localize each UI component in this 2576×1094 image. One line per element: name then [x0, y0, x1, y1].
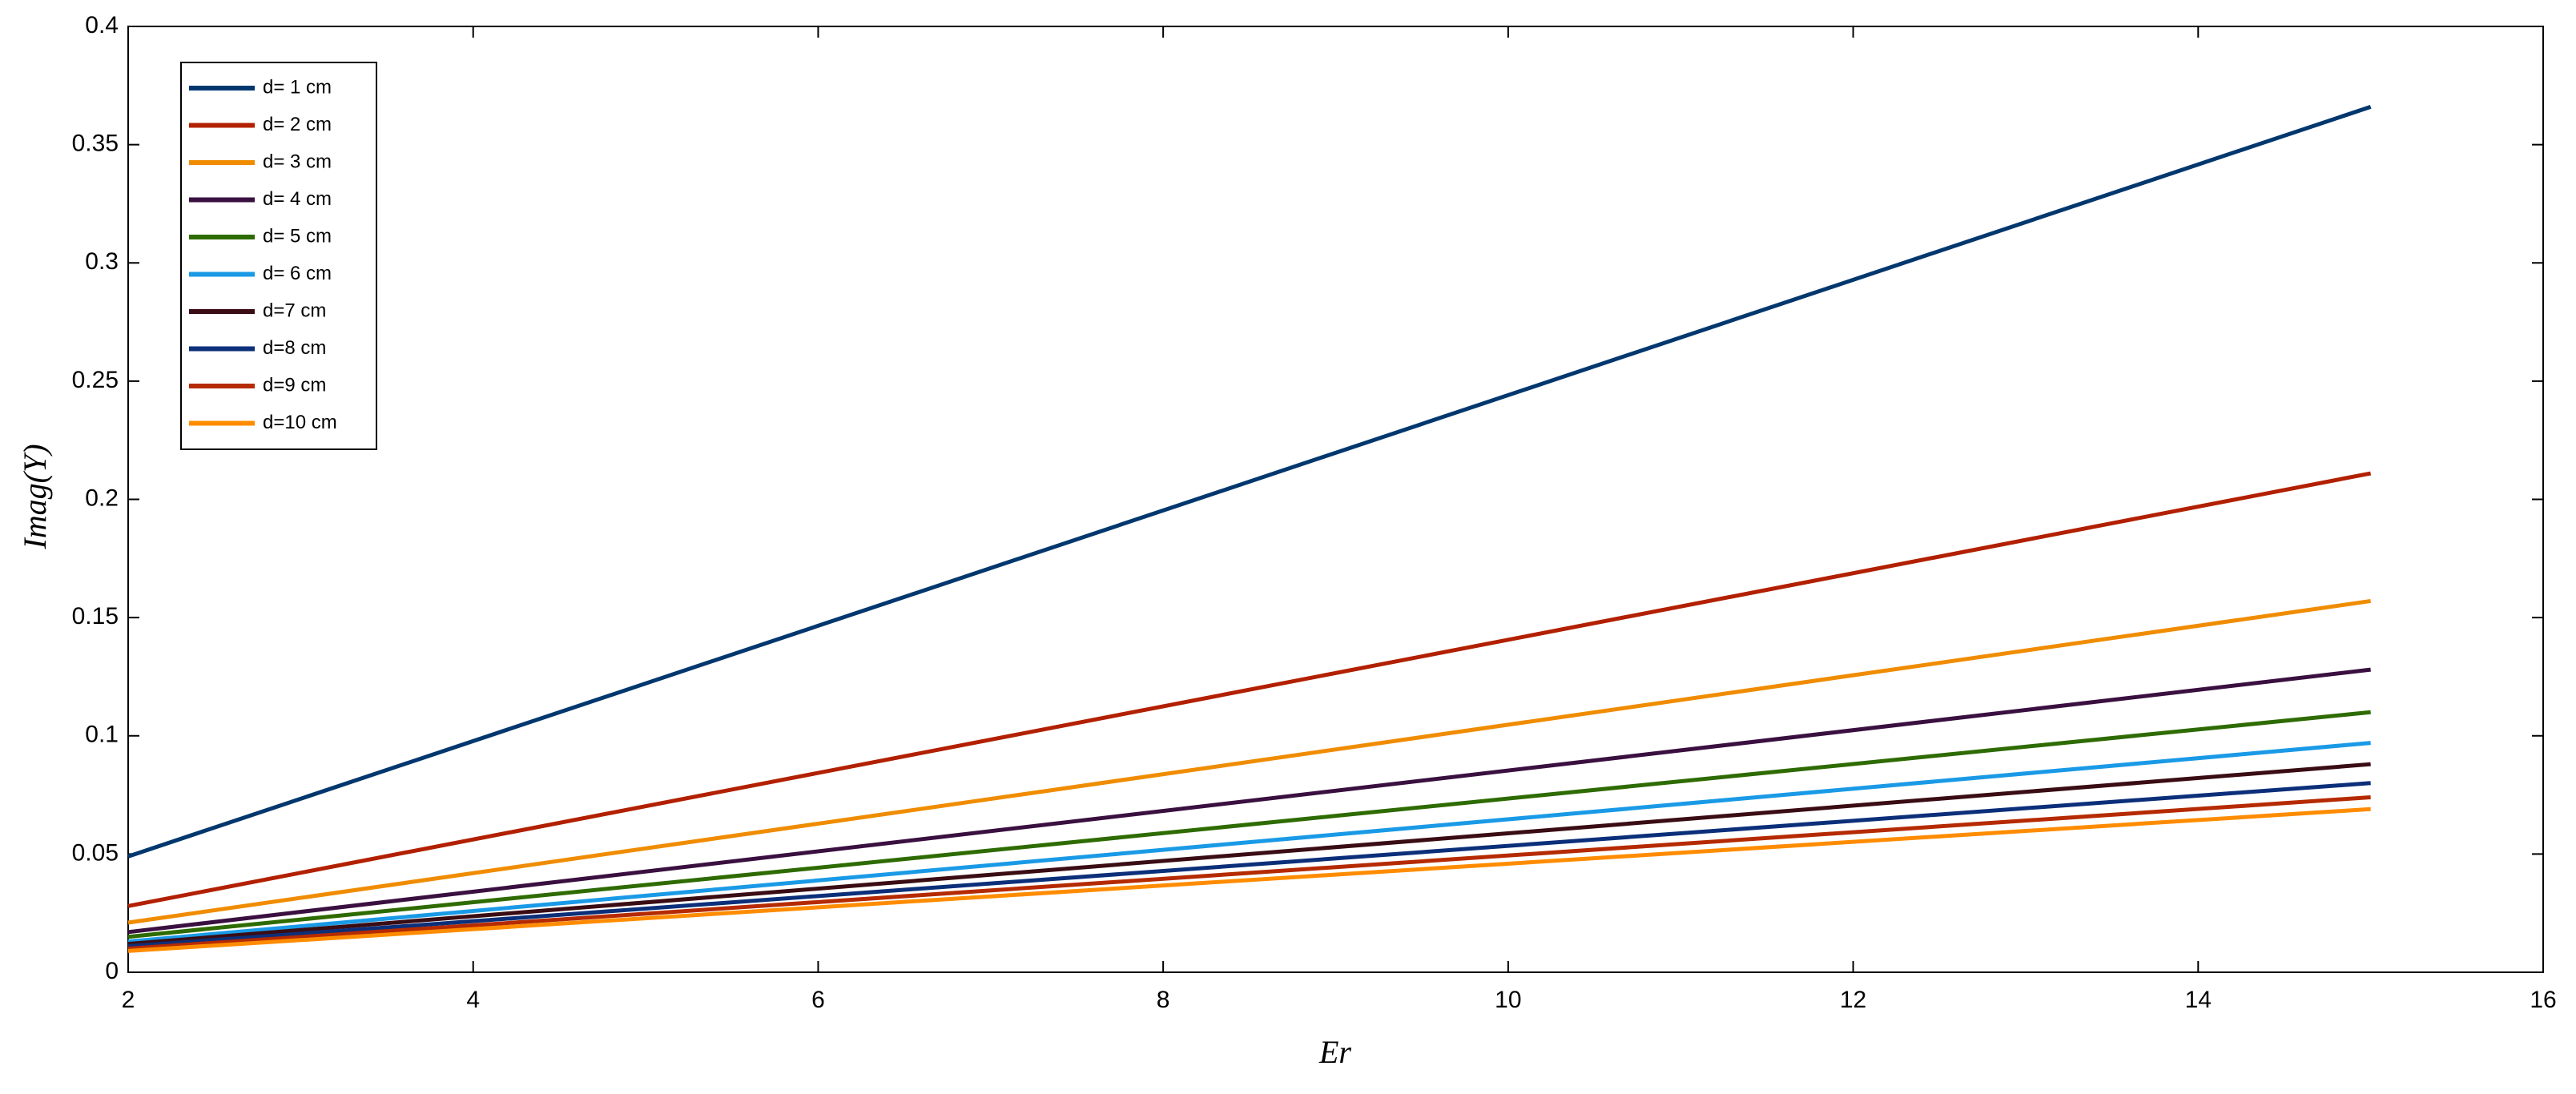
- y-tick-label: 0.15: [72, 603, 119, 629]
- legend-label: d=10 cm: [263, 412, 337, 433]
- x-tick-label: 8: [1157, 987, 1170, 1013]
- series-line: [127, 795, 2371, 951]
- legend-label: d= 1 cm: [263, 76, 332, 98]
- x-tick-label: 4: [466, 987, 480, 1013]
- y-axis-label: Imag(Y): [17, 444, 53, 549]
- y-tick-label: 0.1: [85, 722, 119, 748]
- series-line: [127, 598, 2371, 925]
- y-tick-label: 0.4: [85, 12, 119, 38]
- x-tick-label: 2: [122, 987, 135, 1013]
- series-line: [127, 710, 2371, 939]
- y-tick-label: 0.3: [85, 248, 119, 275]
- legend-label: d= 2 cm: [263, 114, 332, 135]
- series-line: [127, 667, 2371, 935]
- y-tick-label: 0.35: [72, 131, 119, 157]
- legend-label: d=8 cm: [263, 337, 326, 359]
- x-tick-label: 6: [811, 987, 825, 1013]
- series-line: [127, 762, 2371, 947]
- x-axis-label: Er: [1318, 1034, 1351, 1070]
- legend-label: d= 6 cm: [263, 263, 332, 284]
- y-tick-label: 0: [105, 958, 119, 984]
- legend-label: d=7 cm: [263, 300, 326, 321]
- series-line: [127, 741, 2371, 944]
- x-tick-label: 14: [2185, 987, 2212, 1013]
- y-tick-label: 0.05: [72, 839, 119, 866]
- legend-label: d= 4 cm: [263, 188, 332, 210]
- series-line: [127, 806, 2371, 953]
- series-line: [127, 471, 2372, 908]
- x-tick-label: 16: [2530, 987, 2556, 1013]
- x-tick-label: 10: [1495, 987, 1521, 1013]
- series-line: [127, 105, 2372, 859]
- series-line: [127, 781, 2371, 949]
- x-tick-label: 12: [1840, 987, 1866, 1013]
- y-tick-label: 0.2: [85, 485, 119, 511]
- legend-label: d=9 cm: [263, 374, 326, 396]
- legend-label: d= 3 cm: [263, 151, 332, 172]
- legend-label: d= 5 cm: [263, 225, 332, 247]
- y-tick-label: 0.25: [72, 367, 119, 393]
